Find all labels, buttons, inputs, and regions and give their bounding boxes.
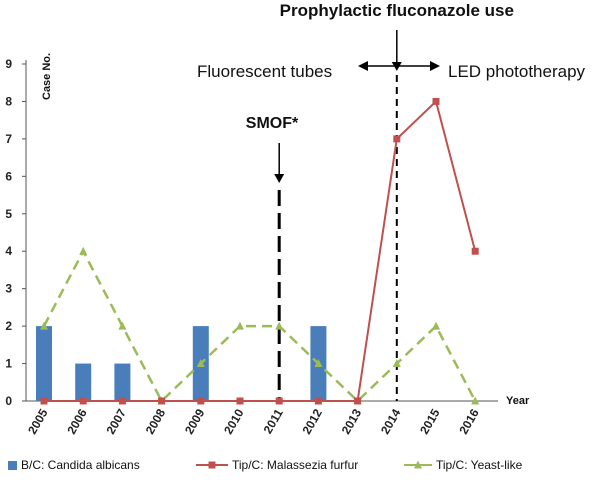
y-tick-label: 8 (5, 94, 12, 108)
y-tick-label: 4 (5, 244, 12, 258)
smof-annotation: SMOF* (246, 115, 299, 132)
y-tick-label: 6 (5, 169, 12, 183)
marker-malassezia-furfur (79, 397, 87, 405)
y-tick-label: 2 (5, 319, 12, 333)
legend-label-yeast-like: Tip/C: Yeast-like (436, 458, 523, 472)
marker-malassezia-furfur (236, 397, 244, 405)
y-tick-label: 5 (5, 207, 12, 221)
x-tick-label: 2015 (417, 406, 443, 436)
marker-yeast-like (79, 246, 88, 255)
legend-marker-malassezia-furfur (208, 461, 216, 469)
line-malassezia-furfur (44, 99, 477, 402)
marker-yeast-like (392, 359, 401, 368)
left-period-annotation: Fluorescent tubes (197, 62, 332, 81)
x-tick-label: 2012 (300, 406, 326, 436)
y-tick-label: 0 (5, 394, 12, 408)
marker-yeast-like (196, 359, 205, 368)
marker-malassezia-furfur (40, 397, 48, 405)
legend-label-candida-albicans: B/C: Candida albicans (21, 458, 140, 472)
legend-swatch-candida-albicans (8, 461, 17, 470)
x-tick-label: 2016 (456, 406, 482, 436)
x-tick-label: 2011 (261, 406, 286, 436)
marker-yeast-like (40, 321, 48, 330)
x-tick-label: 2008 (143, 406, 169, 436)
marker-malassezia-furfur (354, 397, 362, 405)
x-tick-label: 2006 (64, 406, 90, 436)
period-arrow-right-head (430, 61, 440, 71)
bar-candida-albicans (114, 363, 131, 401)
marker-malassezia-furfur (471, 247, 479, 255)
marker-malassezia-furfur (118, 397, 126, 405)
marker-yeast-like (275, 321, 284, 330)
marker-yeast-like (432, 321, 440, 330)
legend-marker-yeast-like (414, 460, 422, 469)
smof-arrow-head (274, 174, 285, 183)
x-tick-label: 2005 (25, 406, 51, 436)
marker-malassezia-furfur (197, 397, 205, 405)
marker-malassezia-furfur (275, 397, 283, 405)
y-tick-label: 7 (5, 132, 12, 146)
marker-yeast-like (471, 396, 480, 405)
y-tick-label: 3 (5, 282, 12, 296)
x-tick-label: 2010 (221, 406, 247, 436)
marker-malassezia-furfur (432, 97, 440, 105)
bar-candida-albicans (75, 363, 92, 401)
marker-yeast-like (314, 359, 323, 368)
marker-yeast-like (118, 321, 127, 330)
x-tick-label: 2009 (182, 406, 208, 436)
y-tick-label: 9 (5, 57, 12, 71)
bar-candida-albicans (36, 326, 52, 401)
legend-label-malassezia-furfur: Tip/C: Malassezia furfur (232, 458, 358, 472)
x-tick-label: 2014 (378, 406, 404, 436)
right-period-annotation: LED phototherapy (448, 62, 586, 81)
marker-yeast-like (236, 321, 244, 330)
fluconazole-annotation: Prophylactic fluconazole use (280, 1, 514, 20)
marker-malassezia-furfur (158, 397, 166, 405)
y-tick-label: 1 (5, 357, 12, 371)
x-tick-label: 2007 (104, 406, 130, 436)
marker-malassezia-furfur (314, 397, 322, 405)
y-axis-label: Case No. (41, 53, 53, 100)
x-tick-label: 2013 (339, 406, 365, 436)
marker-malassezia-furfur (393, 135, 401, 143)
x-axis-label: Year (506, 395, 530, 407)
line-yeast-like (42, 248, 477, 404)
period-arrow-left-head (358, 61, 368, 71)
